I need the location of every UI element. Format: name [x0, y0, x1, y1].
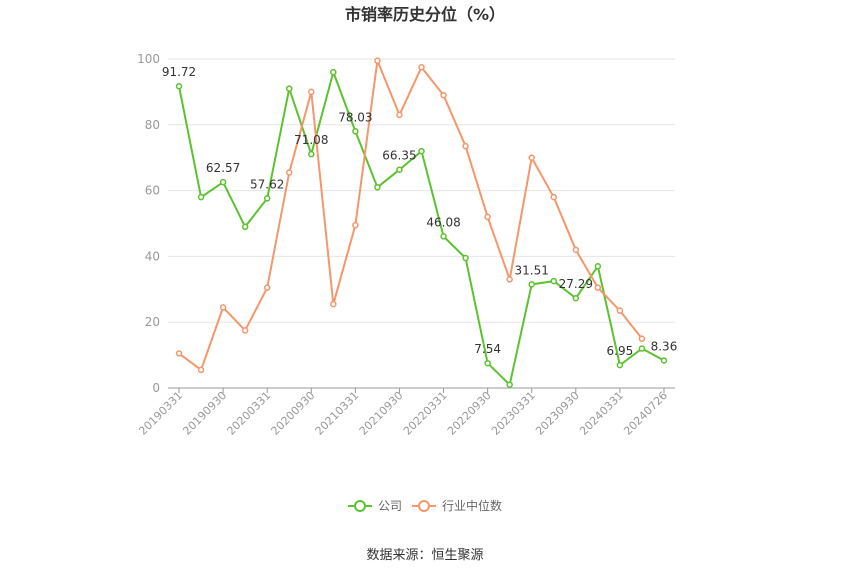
data-point [594, 284, 602, 291]
x-tick-label: 20190331 [136, 389, 185, 438]
data-label: 78.03 [338, 110, 372, 124]
data-point [462, 142, 469, 150]
x-tick-label: 20230930 [533, 389, 582, 438]
x-tick-label: 20230331 [489, 389, 538, 438]
data-point [263, 195, 271, 202]
data-point [440, 233, 447, 240]
x-tick-label: 20220331 [401, 389, 450, 438]
data-point [572, 246, 580, 254]
x-axis: 2019033120190930202003312020093020210331… [136, 387, 675, 438]
series-layer [175, 57, 668, 388]
data-point [285, 169, 293, 176]
data-label: 6.95 [607, 344, 634, 358]
data-label: 46.08 [426, 215, 460, 229]
data-point [175, 82, 183, 90]
x-tick-label: 20210930 [357, 389, 406, 438]
data-point [241, 327, 249, 334]
data-point [528, 154, 535, 161]
x-tick-label: 20200331 [225, 389, 274, 438]
source-note: 数据来源：恒生聚源 [366, 548, 483, 563]
data-label: 7.54 [474, 342, 501, 356]
data-point [550, 193, 558, 201]
legend-label: 公司 [378, 499, 402, 513]
data-point [638, 335, 646, 342]
data-point [550, 277, 558, 285]
data-point [396, 111, 403, 119]
data-label: 57.62 [250, 177, 284, 191]
data-label: 27.29 [559, 277, 593, 291]
data-point [330, 300, 337, 308]
data-point [285, 85, 293, 92]
data-point [484, 213, 491, 221]
data-label: 31.51 [515, 263, 549, 277]
data-point [219, 304, 227, 311]
data-point [263, 284, 271, 291]
y-tick-label: 0 [152, 381, 160, 395]
data-point [638, 345, 646, 352]
data-point [308, 88, 315, 96]
series-line-0 [178, 71, 665, 386]
legend-label: 行业中位数 [442, 498, 502, 513]
data-point [197, 366, 205, 374]
data-point [572, 294, 580, 302]
data-point [440, 91, 447, 99]
data-point [352, 128, 359, 135]
data-point [506, 381, 513, 388]
legend[interactable]: 公司 行业中位数 [348, 498, 502, 513]
legend-item-0[interactable]: 公司 [348, 499, 402, 513]
data-point [418, 147, 425, 155]
data-point [616, 307, 624, 314]
data-point [418, 63, 425, 71]
data-point [374, 57, 381, 64]
y-tick-label: 100 [137, 52, 160, 66]
data-point [462, 254, 469, 262]
data-point [396, 166, 403, 173]
data-label: 66.35 [382, 149, 416, 163]
data-label: 91.72 [162, 65, 196, 79]
data-point [241, 223, 249, 231]
data-point [175, 350, 183, 357]
x-tick-label: 20210331 [313, 389, 362, 438]
data-point [484, 359, 491, 367]
data-point [660, 357, 668, 364]
data-point [330, 68, 337, 76]
y-tick-label: 60 [145, 184, 160, 198]
legend-swatch-marker [354, 500, 366, 512]
y-tick-label: 40 [145, 249, 160, 263]
data-point [506, 276, 513, 283]
data-point [219, 178, 227, 186]
y-axis: 0 20 40 60 80 100 [137, 52, 160, 395]
data-point [352, 221, 359, 229]
x-tick-label: 20200930 [269, 389, 318, 438]
data-label: 8.36 [651, 339, 678, 353]
legend-swatch-marker [418, 500, 430, 512]
series-line-1 [178, 59, 643, 371]
y-tick-label: 20 [145, 315, 160, 329]
x-tick-label: 20240331 [577, 389, 626, 438]
data-labels: 91.72 62.57 57.62 71.08 78.03 66.35 46.08 7.54 3… [162, 65, 677, 358]
data-point [528, 281, 535, 288]
x-tick-label: 20240726 [621, 389, 670, 438]
legend-item-1[interactable]: 行业中位数 [412, 498, 502, 513]
data-point [594, 263, 602, 270]
data-label: 62.57 [206, 161, 240, 175]
data-point [616, 361, 624, 369]
data-point [374, 184, 381, 191]
data-label: 71.08 [294, 133, 328, 147]
x-tick-label: 20190930 [180, 389, 229, 438]
x-tick-label: 20220930 [445, 389, 494, 438]
data-point [197, 193, 205, 201]
data-point [308, 150, 315, 158]
y-tick-label: 80 [145, 118, 160, 132]
chart-title: 市销率历史分位（%） [345, 5, 505, 24]
grid [168, 58, 675, 323]
